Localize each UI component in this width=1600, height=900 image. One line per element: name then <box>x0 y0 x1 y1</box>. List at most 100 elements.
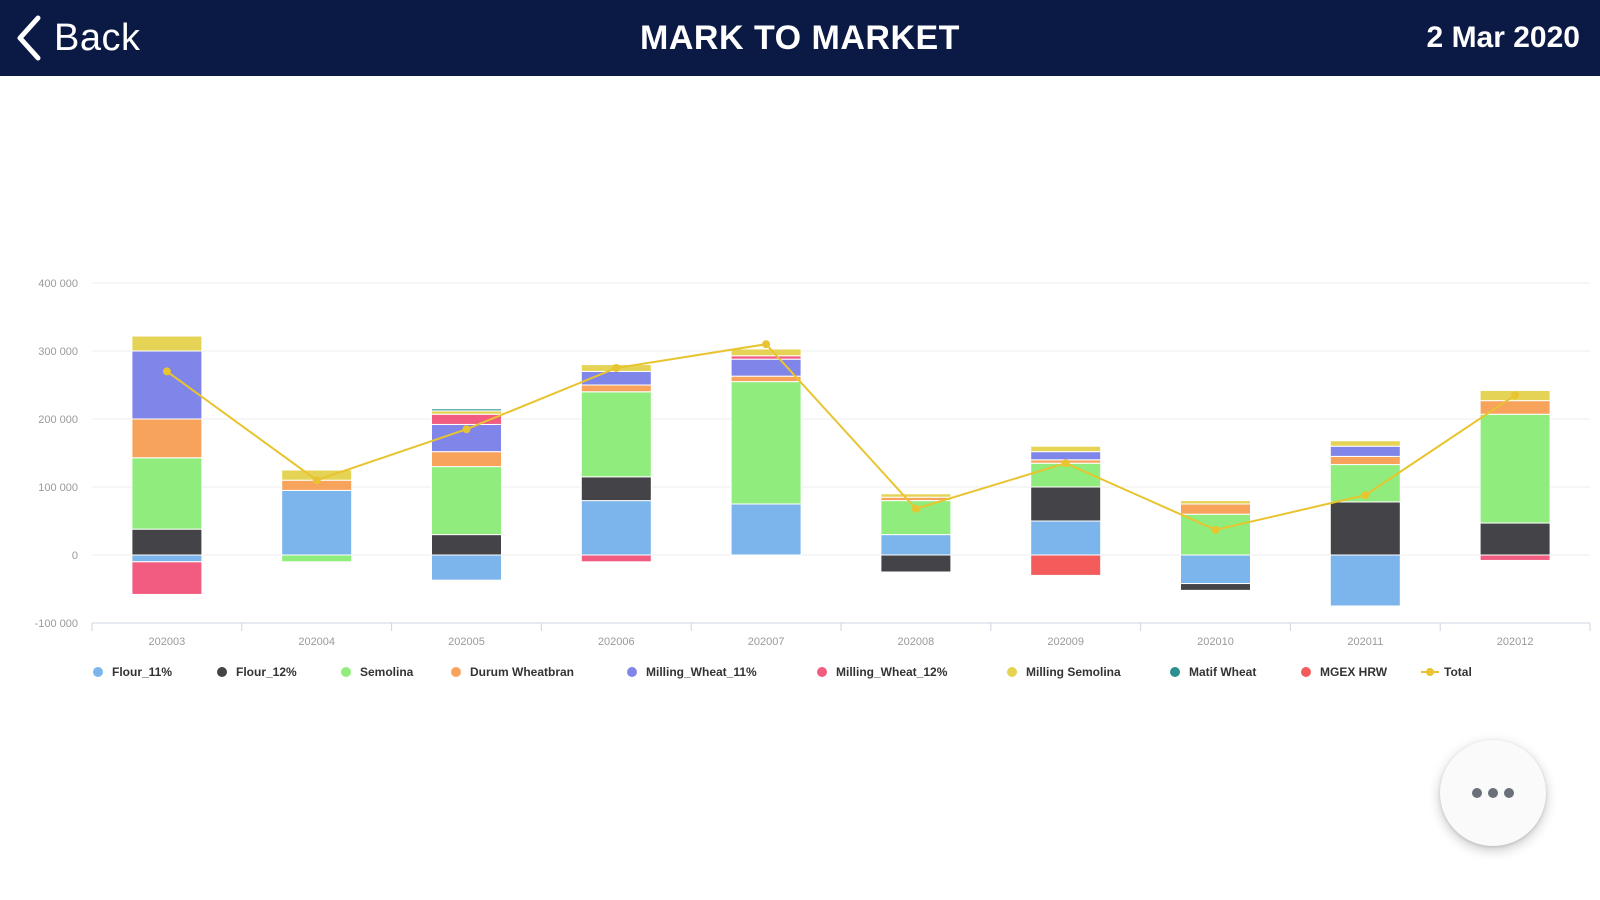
bar-segment[interactable] <box>281 554 353 563</box>
bar-segment[interactable] <box>880 534 952 556</box>
legend-item[interactable]: Flour_11% <box>93 665 172 679</box>
legend-item[interactable]: MGEX HRW <box>1301 665 1388 679</box>
bar-segment[interactable] <box>431 466 502 536</box>
bar-segment[interactable] <box>131 457 203 530</box>
legend-marker <box>1426 668 1434 676</box>
legend-label: Semolina <box>360 665 414 679</box>
legend-label: Matif Wheat <box>1189 665 1256 679</box>
bar-segment[interactable] <box>131 418 203 459</box>
bar-segment[interactable] <box>1180 554 1251 585</box>
legend-marker <box>627 667 637 677</box>
bar-segment[interactable] <box>1030 554 1102 576</box>
bar-segment[interactable] <box>131 335 203 352</box>
bar-segment[interactable] <box>1030 451 1102 461</box>
bar-segment[interactable] <box>580 500 652 556</box>
bar-segment[interactable] <box>1180 500 1251 505</box>
chevron-left-icon <box>17 15 41 61</box>
total-point[interactable] <box>762 340 771 349</box>
bar-segment[interactable] <box>730 348 802 357</box>
bar-segment[interactable] <box>1329 440 1401 447</box>
bar-segment[interactable] <box>580 476 652 502</box>
legend-item[interactable]: Semolina <box>341 665 414 679</box>
bar-segment[interactable] <box>1329 554 1401 607</box>
bar-segment[interactable] <box>1030 486 1102 522</box>
bar-segment[interactable] <box>431 408 502 412</box>
legend-marker <box>451 667 461 677</box>
bar-segment[interactable] <box>431 554 502 581</box>
x-tick-label: 202008 <box>898 636 935 648</box>
y-tick-label: 0 <box>72 550 78 562</box>
bar-segment[interactable] <box>880 554 952 573</box>
total-line <box>166 343 1516 531</box>
more-horizontal-icon <box>1472 788 1482 798</box>
bar-segment[interactable] <box>1180 513 1251 556</box>
total-point[interactable] <box>162 367 171 376</box>
bar-segment[interactable] <box>131 350 203 420</box>
legend-item[interactable]: Durum Wheatbran <box>451 665 574 679</box>
legend-item[interactable]: Milling_Wheat_12% <box>817 665 948 679</box>
bar-segment[interactable] <box>730 381 802 505</box>
legend-marker <box>93 667 103 677</box>
bar-segment[interactable] <box>131 528 203 556</box>
legend-label: Durum Wheatbran <box>470 665 574 679</box>
bar-segment[interactable] <box>730 358 802 377</box>
bar-segment[interactable] <box>730 375 802 383</box>
legend-marker <box>817 667 827 677</box>
bar-segment[interactable] <box>131 561 203 595</box>
legend-label: Flour_12% <box>236 665 297 679</box>
bar-segment[interactable] <box>1479 522 1551 556</box>
bar-segment[interactable] <box>580 554 652 563</box>
bar-segment[interactable] <box>580 384 652 393</box>
x-tick-label: 202006 <box>598 636 635 648</box>
legend-item[interactable]: Milling Semolina <box>1007 665 1121 679</box>
x-tick-label: 202004 <box>298 636 335 648</box>
legend-label: Milling_Wheat_12% <box>836 665 948 679</box>
legend-item[interactable]: Total <box>1421 665 1472 679</box>
total-point[interactable] <box>1361 491 1370 500</box>
bar-segment[interactable] <box>431 451 502 468</box>
bar-segment[interactable] <box>1180 583 1251 591</box>
total-point[interactable] <box>1061 459 1070 468</box>
legend-marker <box>1301 667 1311 677</box>
total-point[interactable] <box>312 476 321 485</box>
more-options-button[interactable] <box>1440 740 1546 846</box>
legend-item[interactable]: Flour_12% <box>217 665 297 679</box>
legend-marker <box>1170 667 1180 677</box>
total-point[interactable] <box>911 504 920 513</box>
legend-item[interactable]: Milling_Wheat_11% <box>627 665 757 679</box>
total-point[interactable] <box>1511 391 1520 400</box>
bar-segment[interactable] <box>1479 554 1551 561</box>
legend-label: Milling_Wheat_11% <box>646 665 757 679</box>
top-bar: Back MARK TO MARKET 2 Mar 2020 <box>0 0 1600 76</box>
y-tick-label: 100 000 <box>38 482 78 494</box>
bar-segment[interactable] <box>730 503 802 556</box>
bar-segment[interactable] <box>431 410 502 415</box>
x-tick-label: 202011 <box>1347 636 1383 648</box>
legend-marker <box>341 667 351 677</box>
legend-label: MGEX HRW <box>1320 665 1388 679</box>
x-tick-label: 202005 <box>448 636 485 648</box>
bar-segment[interactable] <box>131 554 203 563</box>
total-point[interactable] <box>462 425 471 434</box>
bar-segment[interactable] <box>1479 413 1551 524</box>
bar-segment[interactable] <box>1329 501 1401 556</box>
bar-segment[interactable] <box>880 496 952 502</box>
bar-segment[interactable] <box>880 493 952 498</box>
bar-segment[interactable] <box>580 391 652 478</box>
bar-segment[interactable] <box>1329 445 1401 457</box>
bar-segment[interactable] <box>1180 503 1251 515</box>
bar-segment[interactable] <box>730 355 802 360</box>
date-label[interactable]: 2 Mar 2020 <box>1426 21 1580 54</box>
bar-segment[interactable] <box>1329 455 1401 466</box>
legend-item[interactable]: Matif Wheat <box>1170 665 1256 679</box>
bar-segment[interactable] <box>1030 445 1102 453</box>
bar-segment[interactable] <box>281 489 353 556</box>
back-button[interactable]: Back <box>14 0 140 76</box>
bar-segment[interactable] <box>431 534 502 556</box>
x-tick-label: 202012 <box>1497 636 1534 648</box>
total-point[interactable] <box>612 364 621 372</box>
bar-segment[interactable] <box>1030 520 1102 556</box>
total-point[interactable] <box>1211 525 1220 534</box>
x-tick-label: 202010 <box>1197 636 1234 648</box>
